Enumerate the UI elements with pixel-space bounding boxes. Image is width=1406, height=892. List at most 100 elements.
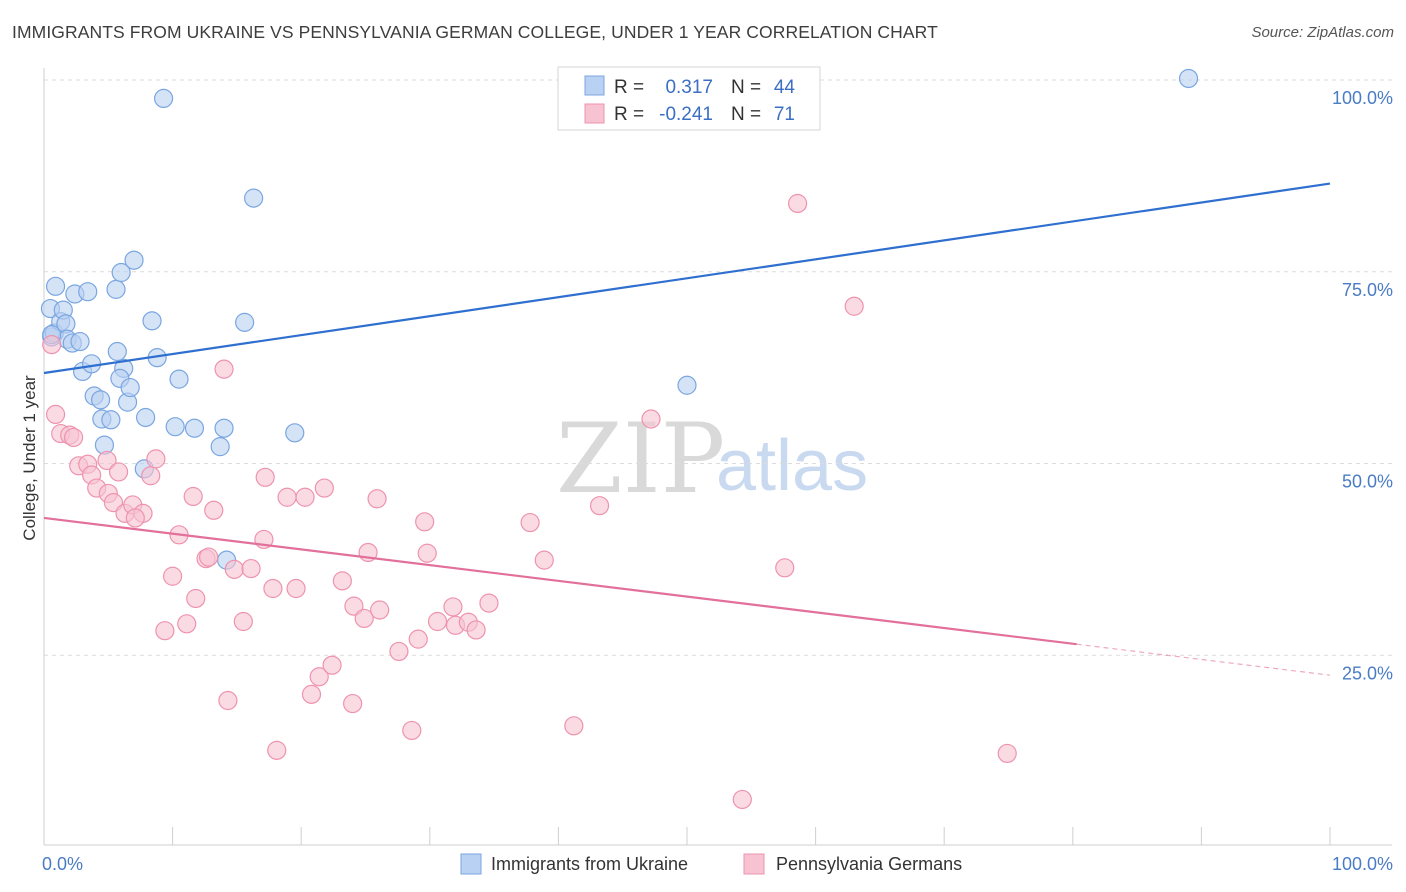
point-pink-31 (233, 611, 253, 632)
point-blue-22 (90, 390, 111, 410)
point-pink-54 (415, 512, 435, 532)
point-pink-22 (177, 614, 197, 634)
point-blue-18 (153, 88, 174, 109)
point-pink-51 (389, 641, 409, 662)
point-pink-18 (146, 449, 166, 469)
point-blue-16 (111, 262, 131, 283)
point-pink-45 (343, 693, 363, 714)
legend-swatch-pa-german (743, 853, 765, 875)
point-pink-19 (155, 621, 175, 641)
point-pink-16 (125, 508, 145, 528)
trend-line-pink (43, 516, 1077, 646)
legend-label-pa-german: Pennsylvania Germans (776, 854, 962, 874)
y-tick-label-0: 25.0% (1342, 663, 1393, 683)
point-pink-24 (186, 588, 206, 609)
point-pink-70 (844, 296, 864, 316)
tick-labels: 25.0% 50.0% 75.0% 100.0% 0.0% 100.0% (42, 88, 1393, 874)
point-blue-37 (244, 188, 264, 208)
watermark-atlas: atlas (716, 426, 868, 506)
point-pink-30 (224, 559, 244, 579)
watermark: ZIP atlas (556, 403, 868, 515)
point-pink-60 (466, 620, 486, 640)
point-blue-19 (107, 341, 127, 362)
point-blue-10 (78, 282, 98, 302)
trend-lines (43, 182, 1331, 676)
point-pink-29 (218, 690, 238, 711)
series-pa-german-points (42, 193, 1017, 810)
point-pink-28 (214, 359, 234, 379)
stats-swatch-pink (584, 103, 605, 124)
point-pink-53 (408, 629, 428, 649)
point-pink-26 (199, 547, 219, 567)
stats-n-value-1: 44 (774, 77, 796, 98)
point-pink-69 (787, 193, 808, 214)
point-pink-62 (520, 512, 540, 533)
stats-swatch-blue (584, 75, 605, 96)
point-blue-42 (1178, 68, 1199, 89)
point-pink-64 (564, 716, 584, 736)
point-pink-39 (295, 487, 315, 507)
point-pink-49 (367, 489, 387, 509)
point-pink-34 (255, 467, 275, 487)
point-pink-65 (589, 496, 610, 516)
point-pink-1 (45, 404, 66, 425)
point-blue-41 (677, 375, 697, 395)
x-tick-label-left: 0.0% (42, 854, 83, 874)
point-blue-1 (45, 276, 66, 296)
point-blue-33 (184, 418, 205, 438)
point-blue-13 (81, 354, 102, 374)
point-blue-30 (135, 407, 156, 428)
trend-line-blue (43, 182, 1331, 375)
chart-source: Source: ZipAtlas.com (1251, 24, 1394, 41)
chart-title: IMMIGRANTS FROM UKRAINE VS PENNSYLVANIA … (12, 22, 938, 42)
point-pink-47 (354, 608, 374, 629)
point-pink-66 (641, 409, 661, 429)
point-blue-15 (106, 279, 126, 299)
point-blue-17 (124, 250, 144, 270)
point-pink-44 (332, 571, 352, 591)
axes (43, 68, 1392, 846)
point-pink-46 (344, 596, 364, 616)
point-pink-23 (183, 486, 203, 507)
point-pink-67 (732, 789, 752, 810)
y-axis-title: College, Under 1 year (20, 375, 39, 541)
point-pink-32 (241, 558, 261, 579)
legend: Immigrants from Ukraine Pennsylvania Ger… (460, 853, 962, 875)
stats-box: R = 0.317 N = 44 R = -0.241 N = 71 (557, 66, 821, 131)
point-pink-68 (775, 558, 795, 578)
point-pink-0 (42, 335, 62, 355)
watermark-zip: ZIP (556, 403, 725, 515)
point-blue-24 (120, 377, 140, 398)
point-pink-61 (479, 593, 499, 613)
x-tick-label-right: 100.0% (1332, 854, 1393, 874)
point-pink-63 (534, 550, 554, 570)
point-pink-50 (370, 600, 390, 620)
stats-r-value-1: 0.317 (665, 77, 713, 98)
point-blue-35 (210, 437, 230, 457)
point-pink-4 (63, 427, 84, 448)
point-pink-43 (322, 655, 342, 675)
point-blue-29 (101, 410, 121, 430)
point-pink-27 (204, 500, 224, 520)
point-pink-38 (286, 578, 306, 599)
stats-r-value-2: -0.241 (659, 104, 713, 125)
point-blue-34 (214, 418, 234, 438)
point-blue-25 (142, 311, 162, 331)
point-pink-17 (141, 466, 161, 486)
point-blue-11 (70, 331, 90, 352)
point-pink-55 (417, 543, 437, 563)
point-pink-71 (997, 743, 1017, 764)
y-tick-label-2: 75.0% (1342, 280, 1393, 300)
point-pink-20 (163, 566, 183, 586)
point-pink-9 (97, 450, 117, 471)
stats-r-label-1: R = (614, 77, 644, 98)
trend-line-pink-dashed (1076, 643, 1331, 676)
point-pink-40 (301, 684, 322, 704)
stats-r-label-2: R = (614, 104, 644, 125)
point-blue-39 (285, 423, 305, 443)
legend-label-ukraine: Immigrants from Ukraine (491, 854, 688, 874)
point-blue-38 (235, 312, 255, 332)
point-pink-42 (314, 478, 334, 498)
point-blue-27 (169, 369, 189, 389)
